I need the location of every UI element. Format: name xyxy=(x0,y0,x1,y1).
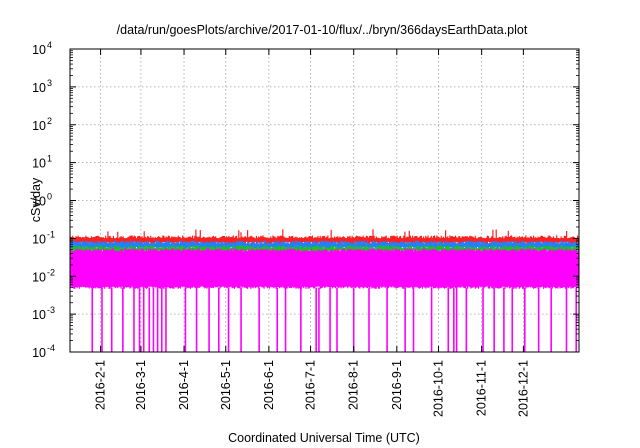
y-tick-label: 10 xyxy=(32,195,46,209)
y-tick-label: 10 xyxy=(32,157,46,171)
y-tick-exponent: 2 xyxy=(47,116,52,126)
y-tick-exponent: -2 xyxy=(47,267,55,277)
chart-title: /data/run/goesPlots/archive/2017-01-10/f… xyxy=(117,23,528,37)
y-tick-label: 10 xyxy=(32,81,46,95)
x-tick-label: 2016-4-1 xyxy=(177,360,191,410)
x-axis-ticks: 2016-2-1 2016-3-1 2016-4-1 2016-5-1 2016-6-1… xyxy=(94,49,530,417)
y-tick-exponent: -1 xyxy=(47,229,55,239)
y-tick-label: 10 xyxy=(32,43,46,57)
series-trace xyxy=(69,248,580,289)
x-tick-label: 2016-3-1 xyxy=(134,360,148,410)
y-tick-exponent: 0 xyxy=(47,192,52,202)
x-tick-label: 2016-2-1 xyxy=(94,360,108,410)
x-axis-label: Coordinated Universal Time (UTC) xyxy=(228,431,420,445)
x-tick-label: 2016-8-1 xyxy=(347,360,361,410)
series-layer xyxy=(69,229,580,289)
x-tick-label: 2016-5-1 xyxy=(219,360,233,410)
y-tick-label: 10 xyxy=(32,270,46,284)
y-tick-label: 10 xyxy=(32,232,46,246)
y-tick-label: 10 xyxy=(32,119,46,133)
x-tick-label: 2016-6-1 xyxy=(262,360,276,410)
y-tick-exponent: -4 xyxy=(47,343,55,353)
x-tick-label: 2016-7-1 xyxy=(304,360,318,410)
x-tick-label: 2016-9-1 xyxy=(390,360,404,410)
x-tick-label: 2016-10-1 xyxy=(432,360,446,417)
y-tick-exponent: 1 xyxy=(47,154,52,164)
series-4 xyxy=(69,248,580,289)
x-tick-label: 2016-11-1 xyxy=(475,360,489,416)
y-tick-label: 10 xyxy=(32,308,46,322)
y-tick-exponent: 4 xyxy=(47,40,52,50)
grid-lines xyxy=(70,48,579,353)
x-tick-label: 2016-12-1 xyxy=(516,360,530,417)
y-tick-exponent: 3 xyxy=(47,78,52,88)
dropout-layer xyxy=(91,287,578,352)
y-tick-exponent: -3 xyxy=(47,305,55,315)
y-axis-label: cSv/day xyxy=(29,177,43,222)
y-tick-label: 10 xyxy=(32,346,46,360)
